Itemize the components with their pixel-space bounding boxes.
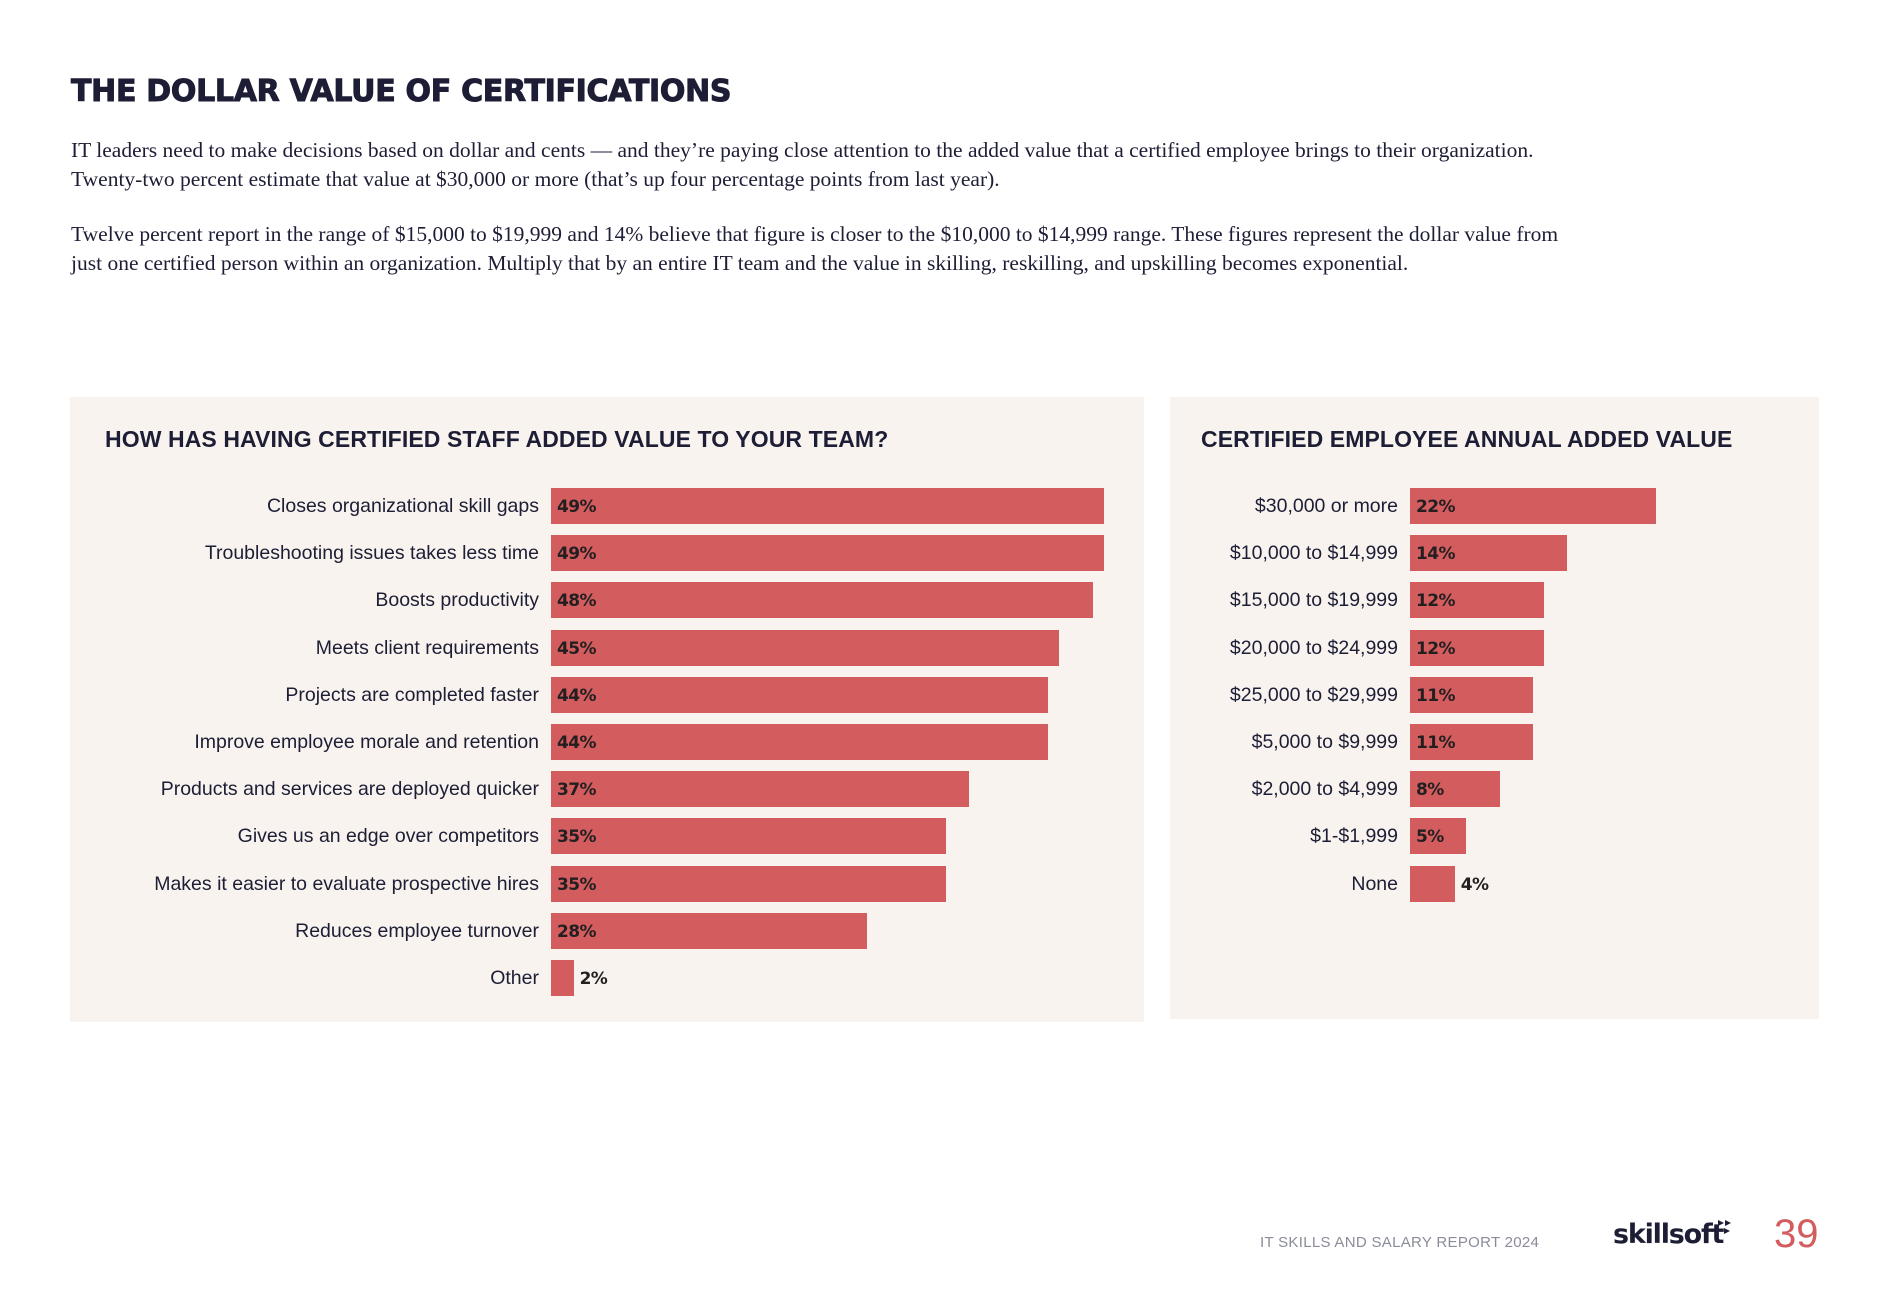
- bar-row: $15,000 to $19,999 12%: [1170, 582, 1819, 619]
- double-play-arrow-icon: [1718, 1220, 1731, 1234]
- category-label: Boosts productivity: [375, 589, 539, 612]
- category-label: Makes it easier to evaluate prospective …: [154, 872, 539, 895]
- bar: [1410, 488, 1657, 524]
- bar-row: $10,000 to $14,999 14%: [1170, 535, 1819, 572]
- bar-row: Products and services are deployed quick…: [70, 771, 1144, 808]
- value-label: 48%: [557, 591, 596, 612]
- category-label: $30,000 or more: [1254, 495, 1398, 517]
- bar: [551, 582, 1093, 619]
- page-number: 39: [1774, 1212, 1819, 1256]
- skillsoft-logo: skillsoft: [1613, 1219, 1731, 1253]
- bar: [551, 676, 1048, 713]
- bar: [551, 629, 1060, 666]
- value-label: 8%: [1416, 780, 1444, 801]
- bar: [551, 535, 1105, 572]
- value-label: 2%: [579, 969, 608, 989]
- intro-paragraph-1: IT leaders need to make decisions based …: [71, 138, 1534, 191]
- bar-row: Troubleshooting issues takes less time 49…: [70, 535, 1144, 572]
- category-label: None: [1351, 872, 1398, 895]
- bar-row: $20,000 to $24,999 12%: [1170, 629, 1819, 666]
- value-label: 22%: [1416, 497, 1455, 517]
- bar: [551, 912, 868, 949]
- bar-row: Closes organizational skill gaps 49%: [70, 488, 1144, 524]
- category-label: $25,000 to $29,999: [1229, 683, 1398, 706]
- category-label: Reduces employee turnover: [295, 919, 539, 942]
- bar: [1410, 865, 1455, 902]
- chart-panel-annual-added-value: CERTIFIED EMPLOYEE ANNUAL ADDED VALUE $3…: [1170, 397, 1819, 1019]
- bar: [1410, 629, 1545, 666]
- bar: [551, 960, 574, 996]
- intro-paragraph-2: Twelve percent report in the range of $1…: [71, 222, 1559, 275]
- bar: [551, 818, 947, 855]
- bar-row: Projects are completed faster 44%: [70, 676, 1144, 713]
- value-label: 49%: [557, 544, 596, 565]
- bar-row: Gives us an edge over competitors 35%: [70, 818, 1144, 855]
- bar-row: Meets client requirements 45%: [70, 629, 1144, 666]
- value-label: 28%: [557, 921, 596, 942]
- value-label: 11%: [1416, 733, 1455, 753]
- bar: [1410, 676, 1534, 713]
- logo-text: skillsoft: [1613, 1219, 1724, 1250]
- bar-row: None 4%: [1170, 865, 1819, 902]
- value-label: 12%: [1416, 591, 1455, 612]
- bar: [551, 865, 947, 902]
- category-label: $5,000 to $9,999: [1251, 731, 1398, 753]
- bar: [551, 724, 1048, 760]
- bar: [1410, 724, 1534, 760]
- bar-chart-annual-added-value: $30,000 or more 22% $10,000 to $14,999 14% $…: [1170, 397, 1819, 1019]
- category-label: $15,000 to $19,999: [1229, 589, 1398, 612]
- value-label: 37%: [557, 780, 596, 801]
- report-name: IT SKILLS AND SALARY REPORT 2024: [1260, 1234, 1540, 1251]
- value-label: 44%: [557, 733, 596, 753]
- category-label: $2,000 to $4,999: [1251, 778, 1398, 801]
- bar-row: $1-$1,999 5%: [1170, 818, 1819, 855]
- category-label: Products and services are deployed quick…: [160, 778, 539, 801]
- value-label: 35%: [557, 827, 596, 848]
- chart-panel-certified-staff-value: HOW HAS HAVING CERTIFIED STAFF ADDED VAL…: [70, 397, 1144, 1022]
- value-label: 44%: [557, 685, 596, 706]
- chart-title: HOW HAS HAVING CERTIFIED STAFF ADDED VAL…: [105, 426, 889, 452]
- bar: [551, 771, 969, 808]
- value-label: 14%: [1416, 544, 1455, 565]
- category-label: $10,000 to $14,999: [1229, 542, 1398, 565]
- category-label: Troubleshooting issues takes less time: [204, 542, 539, 565]
- bar: [1410, 535, 1567, 572]
- value-label: 5%: [1416, 827, 1444, 848]
- chart-title: CERTIFIED EMPLOYEE ANNUAL ADDED VALUE: [1201, 426, 1733, 452]
- bar-row: Boosts productivity 48%: [70, 582, 1144, 619]
- category-label: Other: [490, 967, 539, 989]
- bar-chart-certified-staff-value: Closes organizational skill gaps 49% Troub…: [70, 397, 1144, 1022]
- bar-row: $30,000 or more 22%: [1170, 488, 1819, 524]
- value-label: 35%: [557, 874, 596, 895]
- category-label: Improve employee morale and retention: [194, 731, 539, 753]
- value-label: 49%: [557, 497, 596, 517]
- value-label: 4%: [1460, 874, 1489, 895]
- category-label: Closes organizational skill gaps: [266, 495, 539, 517]
- bar-row: $2,000 to $4,999 8%: [1170, 771, 1819, 808]
- value-label: 45%: [557, 638, 596, 659]
- page-title: THE DOLLAR VALUE OF CERTIFICATIONS: [70, 74, 732, 110]
- bar: [1410, 771, 1500, 808]
- value-label: 11%: [1416, 685, 1455, 706]
- category-label: $1-$1,999: [1310, 825, 1398, 848]
- bar-row: $5,000 to $9,999 11%: [1170, 724, 1819, 760]
- bar-row: Makes it easier to evaluate prospective …: [70, 865, 1144, 902]
- bar: [1410, 582, 1545, 619]
- category-label: Projects are completed faster: [285, 683, 539, 706]
- bar-row: $25,000 to $29,999 11%: [1170, 676, 1819, 713]
- value-label: 12%: [1416, 638, 1455, 659]
- bar: [551, 488, 1105, 524]
- bar-row: Other 2%: [70, 960, 1144, 996]
- bar-row: Reduces employee turnover 28%: [70, 912, 1144, 949]
- category-label: Meets client requirements: [315, 636, 539, 659]
- category-label: Gives us an edge over competitors: [237, 825, 539, 848]
- category-label: $20,000 to $24,999: [1229, 636, 1398, 659]
- bar: [1410, 818, 1466, 855]
- bar-row: Improve employee morale and retention 44%: [70, 724, 1144, 760]
